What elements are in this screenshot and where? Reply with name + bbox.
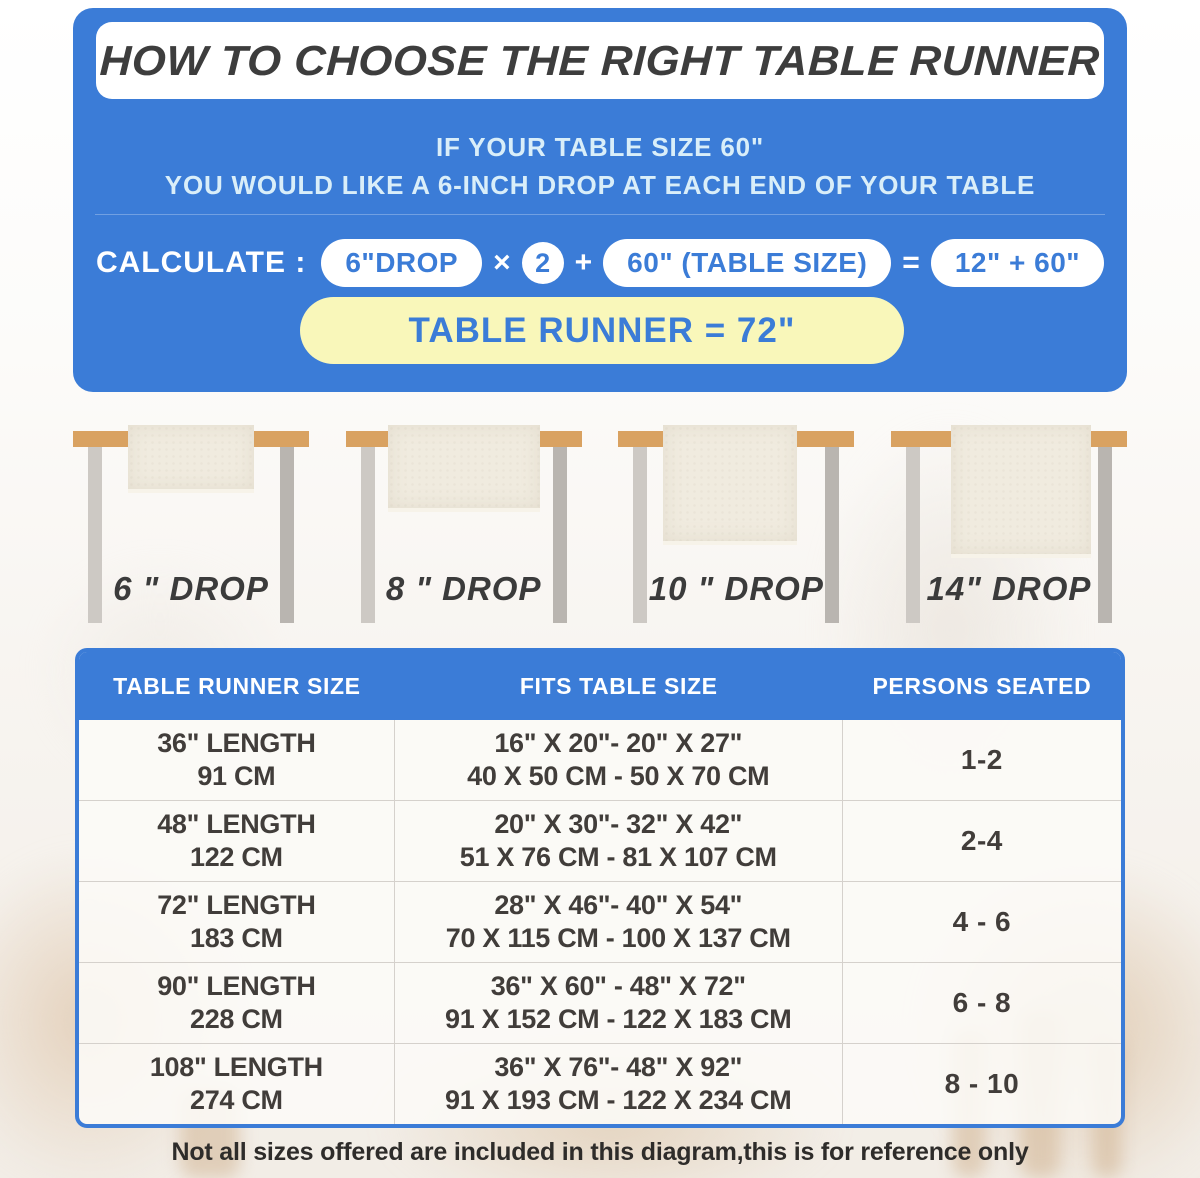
drop-note: YOU WOULD LIKE A 6-INCH DROP AT EACH END… xyxy=(164,170,1036,200)
cell-runner-size: 90" LENGTH 228 CM xyxy=(79,963,395,1043)
runner-size-inches: 72" LENGTH xyxy=(157,890,316,920)
runner-size-cm: 91 CM xyxy=(197,761,276,791)
drop-illustrations: 6 " DROP 8 " DROP 10 " DROP 14" DROP xyxy=(73,424,1127,640)
cell-fits-size: 20" X 30"- 32" X 42" 51 X 76 CM - 81 X 1… xyxy=(395,801,843,881)
cell-persons: 6 - 8 xyxy=(843,963,1121,1043)
size-table: TABLE RUNNER SIZE FITS TABLE SIZE PERSON… xyxy=(75,648,1125,1128)
header-cell-persons: PERSONS SEATED xyxy=(872,672,1092,699)
table-leg-left xyxy=(360,447,375,623)
sum-pill: 12" + 60" xyxy=(930,239,1105,287)
fits-size-inches: 36" X 60" - 48" X 72" xyxy=(490,971,746,1001)
persons-seated-value: 1-2 xyxy=(960,744,1003,775)
table-size-pill: 60" (TABLE SIZE) xyxy=(603,239,892,287)
footer-note: Not all sizes offered are included in th… xyxy=(171,1138,1029,1166)
header-cell-runner-size: TABLE RUNNER SIZE xyxy=(113,672,361,699)
cell-persons: 4 - 6 xyxy=(843,882,1121,962)
drop-pill: 6"DROP xyxy=(321,239,483,287)
drop-label: 6 " DROP xyxy=(113,570,269,607)
persons-seated-value: 4 - 6 xyxy=(952,906,1012,937)
cell-fits-size: 36" X 76"- 48" X 92" 91 X 193 CM - 122 X… xyxy=(395,1044,843,1124)
runner-size-inches: 48" LENGTH xyxy=(157,809,316,839)
table-leg-right xyxy=(552,447,567,623)
drop-label: 10 " DROP xyxy=(648,570,824,607)
cell-runner-size: 72" LENGTH 183 CM xyxy=(79,882,395,962)
cell-runner-size: 36" LENGTH 91 CM xyxy=(79,720,395,800)
cell-fits-size: 36" X 60" - 48" X 72" 91 X 152 CM - 122 … xyxy=(395,963,843,1043)
table-figure-14-drop: 14" DROP xyxy=(890,424,1127,640)
table-figure-8-drop: 8 " DROP xyxy=(345,424,582,640)
table-figure-6-drop: 6 " DROP xyxy=(73,424,309,640)
result-pill: TABLE RUNNER = 72" xyxy=(300,297,904,364)
fits-size-cm: 91 X 193 CM - 122 X 234 CM xyxy=(445,1085,792,1115)
factor-circle: 2 xyxy=(521,242,564,284)
cell-runner-size: 48" LENGTH 122 CM xyxy=(79,801,395,881)
runner-size-cm: 274 CM xyxy=(189,1085,283,1115)
cell-persons: 2-4 xyxy=(843,801,1121,881)
table-leg-left xyxy=(633,447,648,623)
cell-persons: 8 - 10 xyxy=(843,1044,1121,1124)
table-runner-result: TABLE RUNNER = 72" xyxy=(408,310,796,350)
runner-size-cm: 122 CM xyxy=(189,842,283,872)
hero-divider xyxy=(95,214,1105,215)
table-row: 48" LENGTH 122 CM 20" X 30"- 32" X 42" 5… xyxy=(79,800,1121,881)
fits-size-cm: 91 X 152 CM - 122 X 183 CM xyxy=(445,1004,792,1034)
table-size-note: IF YOUR TABLE SIZE 60" xyxy=(435,132,764,162)
header-cell-fits-size: FITS TABLE SIZE xyxy=(519,672,718,699)
size-table-header: TABLE RUNNER SIZE FITS TABLE SIZE PERSON… xyxy=(79,652,1121,720)
fits-size-inches: 20" X 30"- 32" X 42" xyxy=(494,809,743,839)
persons-seated-value: 2-4 xyxy=(960,825,1003,856)
title-banner: HOW TO CHOOSE THE RIGHT TABLE RUNNER xyxy=(96,22,1104,99)
table-row: 90" LENGTH 228 CM 36" X 60" - 48" X 72" … xyxy=(79,962,1121,1043)
table-row: 36" LENGTH 91 CM 16" X 20"- 20" X 27" 40… xyxy=(79,720,1121,800)
calculation-row: CALCULATE : 6"DROP × 2 + 60" (TABLE SIZE… xyxy=(73,239,1127,287)
table-figure-10-drop: 10 " DROP xyxy=(618,424,855,640)
cell-fits-size: 16" X 20"- 20" X 27" 40 X 50 CM - 50 X 7… xyxy=(395,720,843,800)
fits-size-cm: 70 X 115 CM - 100 X 137 CM xyxy=(445,923,791,953)
runner-size-inches: 108" LENGTH xyxy=(149,1052,323,1082)
fits-size-inches: 28" X 46"- 40" X 54" xyxy=(494,890,743,920)
runner-cloth xyxy=(663,425,798,545)
fits-size-cm: 51 X 76 CM - 81 X 107 CM xyxy=(459,842,777,872)
size-table-body: 36" LENGTH 91 CM 16" X 20"- 20" X 27" 40… xyxy=(79,720,1121,1124)
table-row: 108" LENGTH 274 CM 36" X 76"- 48" X 92" … xyxy=(79,1043,1121,1124)
runner-cloth xyxy=(387,425,540,512)
cell-runner-size: 108" LENGTH 274 CM xyxy=(79,1044,395,1124)
runner-size-cm: 183 CM xyxy=(189,923,283,953)
runner-size-inches: 36" LENGTH xyxy=(157,728,316,758)
runner-cloth xyxy=(950,425,1091,558)
multiply-sign: × xyxy=(493,246,511,279)
runner-size-inches: 90" LENGTH xyxy=(157,971,316,1001)
drop-label: 14" DROP xyxy=(926,570,1092,607)
table-leg-right xyxy=(1097,447,1112,623)
table-row: 72" LENGTH 183 CM 28" X 46"- 40" X 54" 7… xyxy=(79,881,1121,962)
hero-panel: HOW TO CHOOSE THE RIGHT TABLE RUNNER IF … xyxy=(73,8,1127,392)
runner-cloth xyxy=(128,425,254,493)
fits-size-inches: 36" X 76"- 48" X 92" xyxy=(494,1052,743,1082)
page-title: HOW TO CHOOSE THE RIGHT TABLE RUNNER xyxy=(99,36,1101,84)
fits-size-cm: 40 X 50 CM - 50 X 70 CM xyxy=(467,761,770,791)
persons-seated-value: 6 - 8 xyxy=(952,987,1012,1018)
persons-seated-value: 8 - 10 xyxy=(944,1068,1020,1099)
runner-size-cm: 228 CM xyxy=(189,1004,283,1034)
fits-size-inches: 16" X 20"- 20" X 27" xyxy=(494,728,743,758)
cell-fits-size: 28" X 46"- 40" X 54" 70 X 115 CM - 100 X… xyxy=(395,882,843,962)
cell-persons: 1-2 xyxy=(843,720,1121,800)
drop-label: 8 " DROP xyxy=(385,570,542,607)
table-leg-right xyxy=(280,447,294,623)
equals-sign: = xyxy=(902,246,920,279)
plus-sign: + xyxy=(574,246,593,279)
calculate-label: CALCULATE : xyxy=(95,246,307,279)
